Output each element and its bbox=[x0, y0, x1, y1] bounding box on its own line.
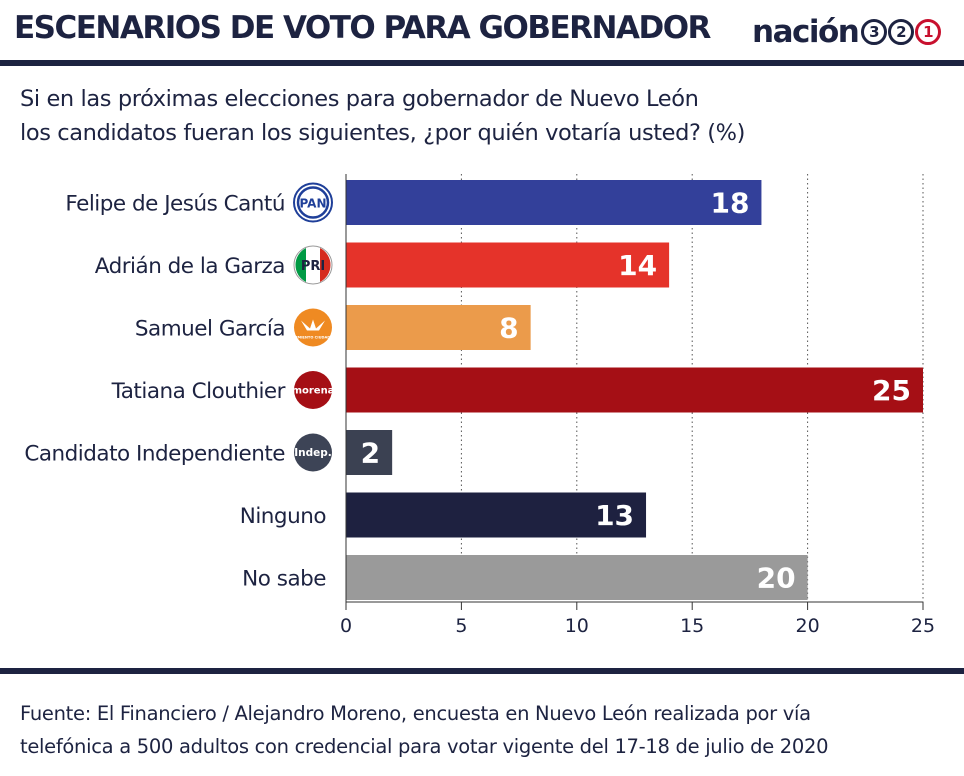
category-label: Candidato Independiente bbox=[24, 442, 285, 467]
source-note: Fuente: El Financiero / Alejandro Moreno… bbox=[20, 697, 950, 763]
category-label: Samuel García bbox=[135, 317, 285, 342]
data-label: 2 bbox=[361, 437, 380, 470]
svg-text:MOVIMIENTO CIUDADANO: MOVIMIENTO CIUDADANO bbox=[287, 336, 339, 340]
brand-word: nación bbox=[752, 14, 860, 50]
pri-logo-icon: PRI bbox=[293, 245, 333, 285]
data-label: 18 bbox=[710, 187, 749, 220]
data-label: 20 bbox=[757, 562, 796, 595]
x-tick-label: 25 bbox=[911, 615, 935, 637]
svg-text:PAN: PAN bbox=[299, 197, 326, 211]
bar-chart: 18 Felipe de Jesús Cantú PAN 14 Adrián de la… bbox=[24, 174, 935, 637]
bottom-divider bbox=[0, 668, 964, 674]
bar bbox=[346, 555, 808, 600]
subtitle-line-1: Si en las próximas elecciones para gober… bbox=[20, 86, 699, 112]
x-tick-label: 5 bbox=[455, 615, 467, 637]
category-label: Ninguno bbox=[240, 504, 326, 529]
brand-digit-1: 1 bbox=[915, 19, 942, 45]
subtitle-line-2: los candidatos fueran los siguientes, ¿p… bbox=[20, 120, 746, 146]
bar bbox=[346, 242, 670, 288]
brand-logo: nación 3 2 1 bbox=[752, 12, 942, 52]
morena-logo-icon: morena bbox=[292, 371, 335, 409]
bar bbox=[346, 492, 647, 538]
x-tick-label: 20 bbox=[796, 615, 820, 637]
x-tick-label: 0 bbox=[340, 615, 352, 637]
source-line-1: Fuente: El Financiero / Alejandro Moreno… bbox=[20, 702, 811, 725]
data-label: 25 bbox=[872, 374, 911, 407]
svg-text:PRI: PRI bbox=[301, 259, 325, 274]
page-title: ESCENARIOS DE VOTO PARA GOBERNADOR bbox=[14, 10, 711, 46]
source-line-2: telefónica a 500 adultos con credencial … bbox=[20, 735, 829, 758]
brand-digit-3: 3 bbox=[861, 19, 888, 45]
svg-text:morena: morena bbox=[292, 386, 335, 397]
brand-digit-2: 2 bbox=[888, 19, 915, 45]
bar bbox=[346, 430, 393, 475]
header: ESCENARIOS DE VOTO PARA GOBERNADOR nació… bbox=[0, 0, 964, 62]
data-label: 8 bbox=[499, 312, 518, 345]
category-label: Adrián de la Garza bbox=[95, 254, 285, 279]
chart-subtitle: Si en las próximas elecciones para gober… bbox=[20, 82, 920, 150]
category-label: Tatiana Clouthier bbox=[111, 379, 286, 404]
top-divider bbox=[0, 60, 964, 66]
svg-text:Indep.: Indep. bbox=[294, 447, 332, 459]
category-label: No sabe bbox=[242, 567, 326, 592]
x-tick-label: 10 bbox=[565, 615, 589, 637]
data-label: 14 bbox=[618, 249, 657, 282]
independiente-logo-icon: Indep. bbox=[294, 433, 332, 472]
category-label: Felipe de Jesús Cantú bbox=[65, 192, 285, 217]
bar bbox=[346, 367, 923, 413]
x-tick-label: 15 bbox=[680, 615, 704, 637]
bar bbox=[346, 305, 531, 350]
pan-logo-icon: PAN bbox=[293, 182, 333, 223]
movimiento-ciudadano-logo-icon: MOVIMIENTO CIUDADANO bbox=[287, 308, 339, 347]
brand-digits: 3 2 1 bbox=[860, 19, 942, 45]
bar bbox=[346, 180, 762, 225]
data-label: 13 bbox=[595, 499, 634, 532]
